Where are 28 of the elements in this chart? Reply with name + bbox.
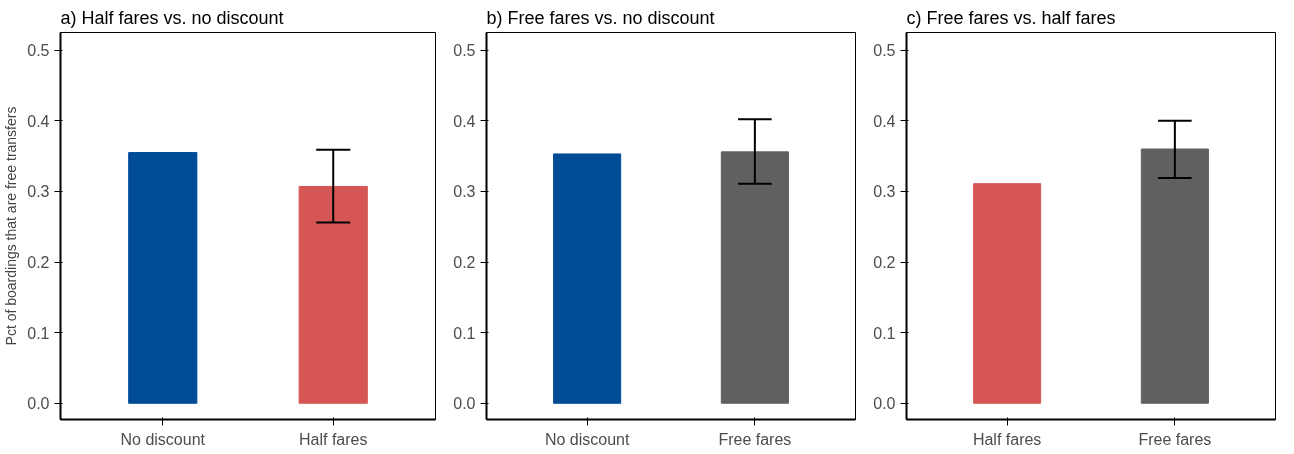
y-tick-label: 0.0 <box>453 395 476 413</box>
x-tick-label: Free fares <box>718 430 792 448</box>
x-tick-label: Half fares <box>972 430 1042 448</box>
x-tick-label: No discount <box>120 430 206 448</box>
y-tick-label: 0.2 <box>27 254 50 272</box>
y-tick-label: 0.4 <box>453 112 476 130</box>
y-axis-title: Pct of boardings that are free transfers <box>3 106 20 346</box>
y-tick-label: 0.4 <box>27 112 50 130</box>
chart-title: c) Free fares vs. half fares <box>906 7 1116 28</box>
y-tick-label: 0.2 <box>453 254 476 272</box>
y-tick-label: 0.3 <box>453 183 476 201</box>
y-tick-label: 0.5 <box>453 42 476 60</box>
y-tick-label: 0.4 <box>873 112 896 130</box>
x-tick-label: No discount <box>544 430 630 448</box>
y-tick-label: 0.1 <box>453 324 476 342</box>
y-tick-label: 0.1 <box>27 324 50 342</box>
y-tick-label: 0.0 <box>27 395 50 413</box>
y-tick-label: 0.3 <box>27 183 50 201</box>
y-tick-label: 0.5 <box>873 42 896 60</box>
chart-title: a) Half fares vs. no discount <box>60 7 284 28</box>
chart-title: b) Free fares vs. no discount <box>486 7 715 28</box>
y-tick-label: 0.2 <box>873 254 896 272</box>
y-tick-label: 0.3 <box>873 183 896 201</box>
x-tick-label: Half fares <box>298 430 368 448</box>
y-tick-label: 0.0 <box>873 395 896 413</box>
y-tick-label: 0.5 <box>27 42 50 60</box>
x-tick-label: Free fares <box>1138 430 1212 448</box>
y-tick-label: 0.1 <box>873 324 896 342</box>
